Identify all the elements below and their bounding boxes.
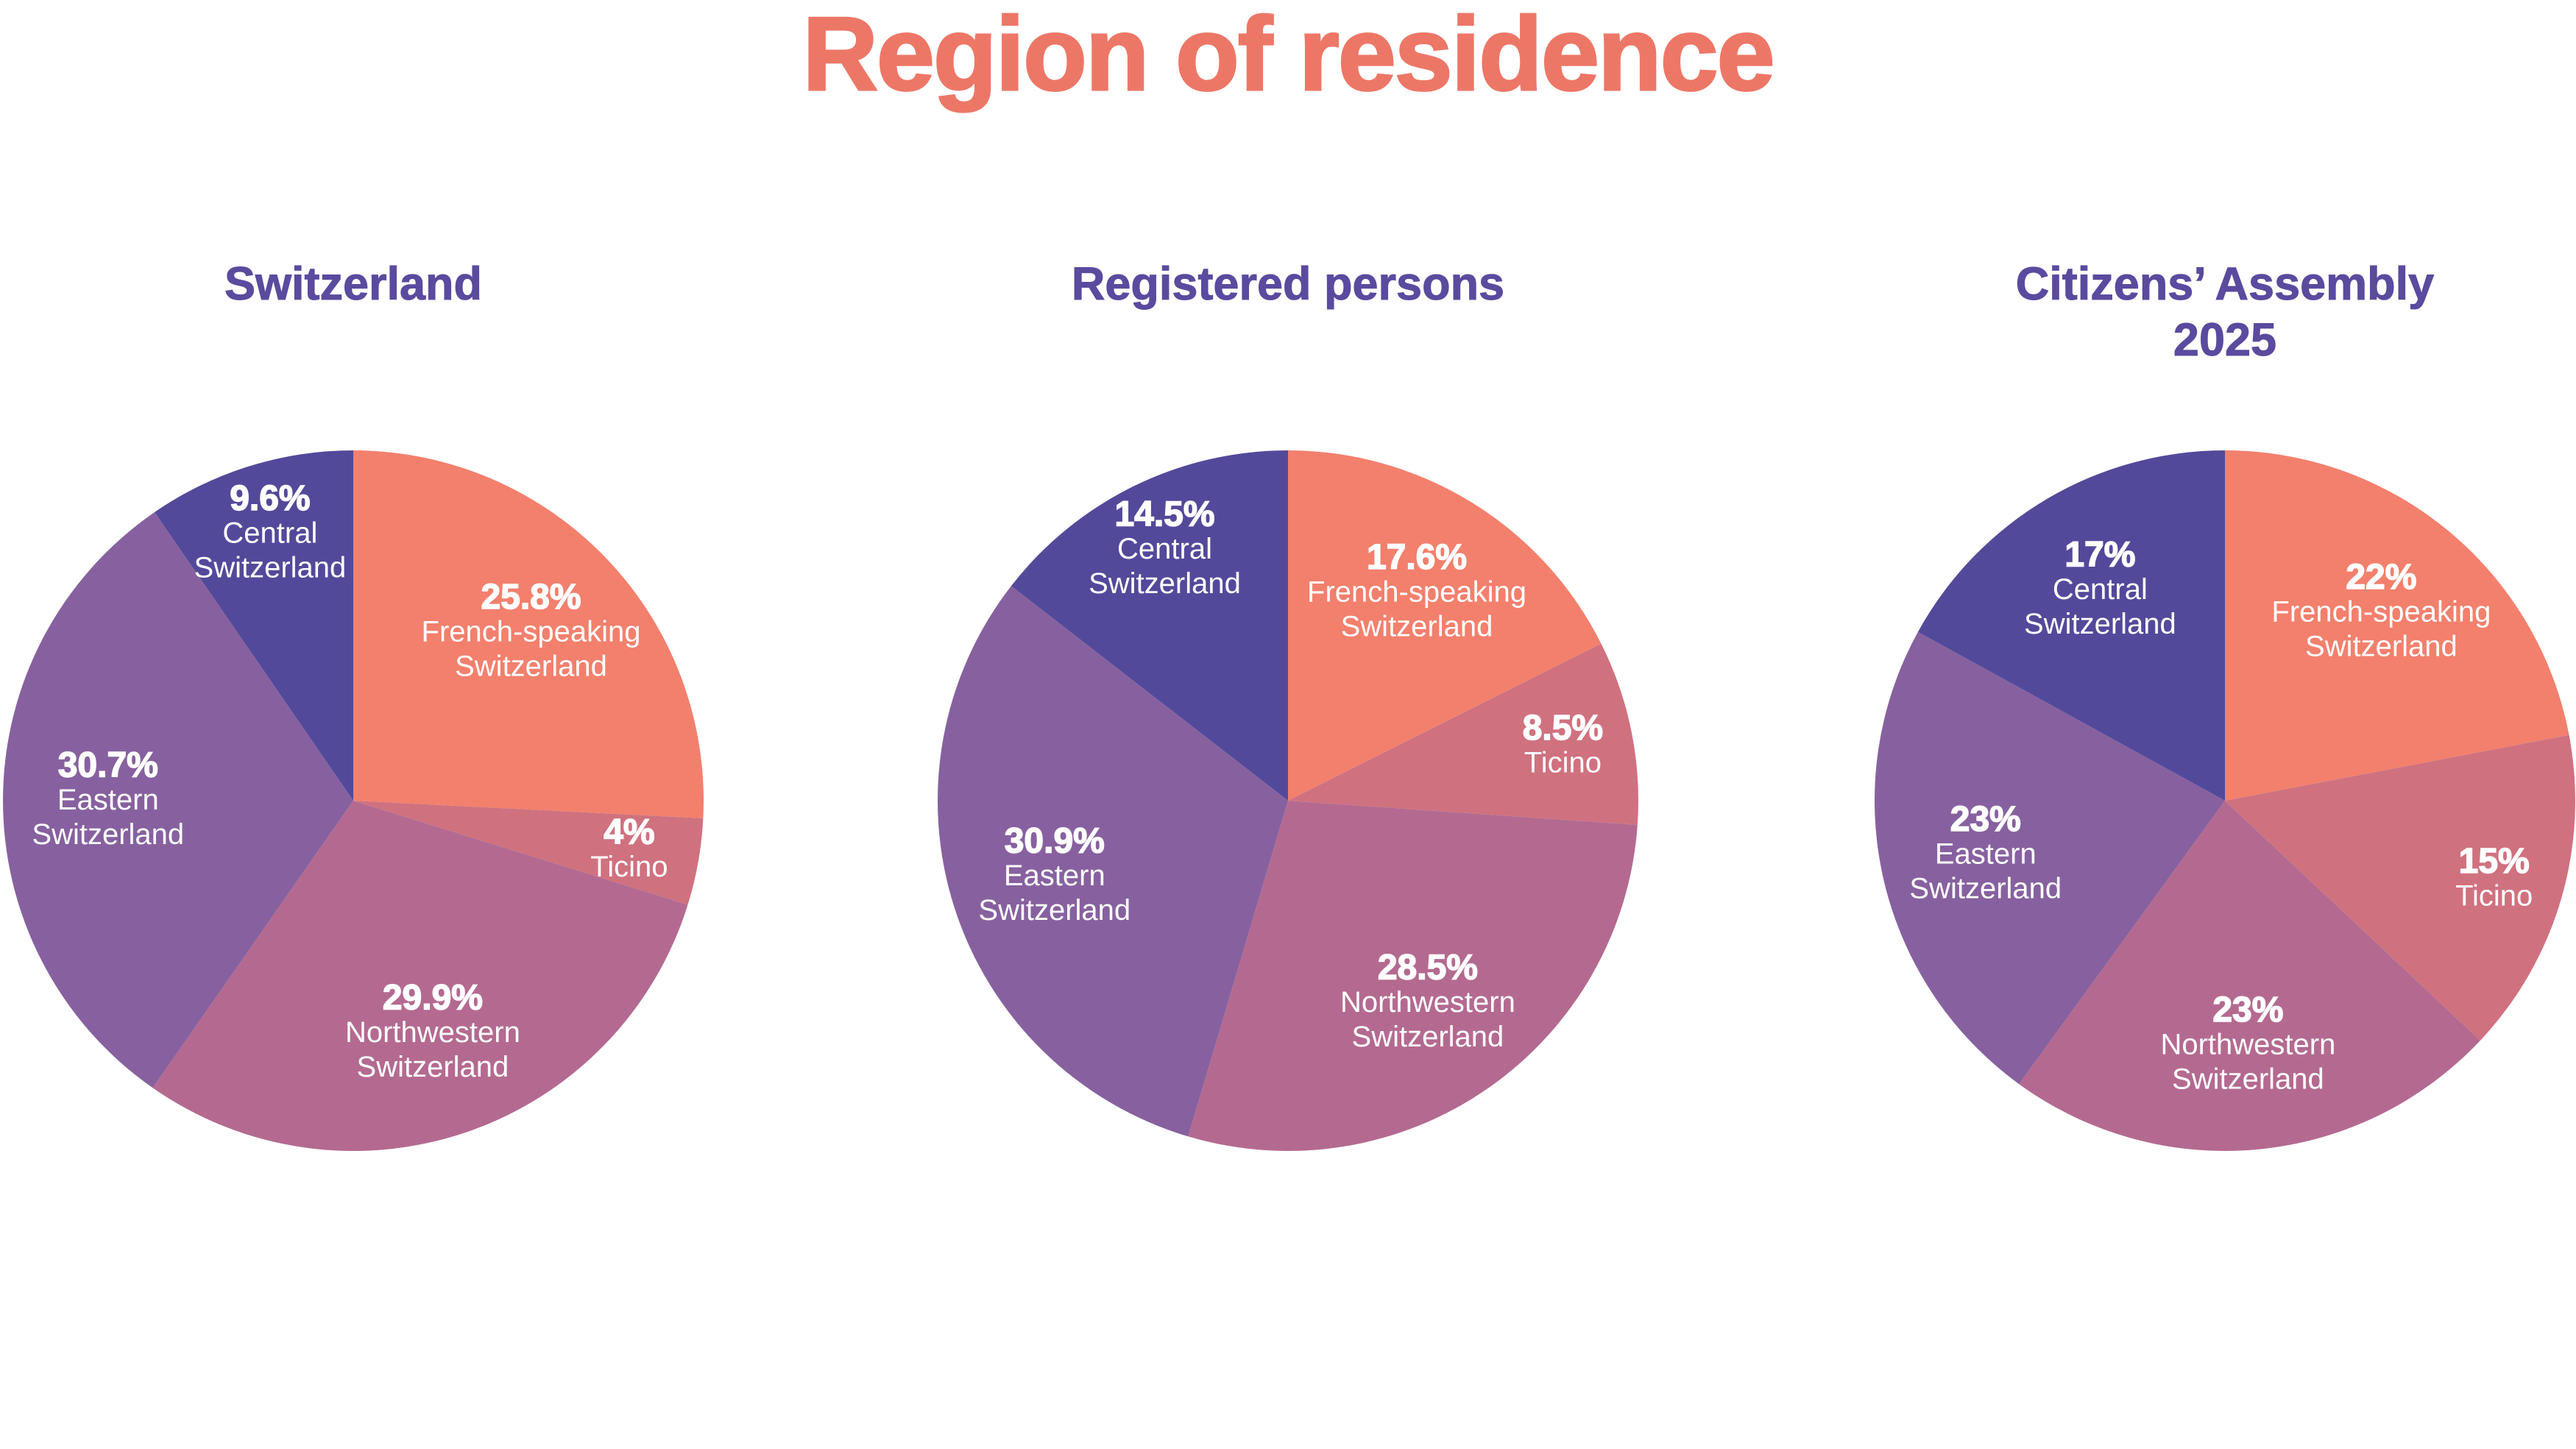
slice-label-northwestern-switzerland: Switzerland [357, 1051, 509, 1083]
slice-label-ticino: Ticino [2455, 880, 2533, 913]
slice-value-northwestern-switzerland: 23% [2212, 991, 2283, 1030]
chart-title-switzerland: Switzerland [224, 258, 483, 311]
slice-value-central-switzerland: 14.5% [1114, 495, 1214, 534]
pie-slice-ticino [2225, 734, 2575, 1041]
slice-label-central-switzerland: Switzerland [1089, 567, 1241, 600]
slice-value-ticino: 15% [2459, 842, 2530, 881]
slice-label-northwestern-switzerland: Northwestern [345, 1016, 520, 1049]
slice-label-eastern-switzerland: Switzerland [978, 894, 1130, 927]
slice-label-central-switzerland: Central [222, 517, 317, 549]
pie-slice-northwestern-switzerland [1188, 801, 1638, 1152]
pie-slice-eastern-switzerland [938, 586, 1288, 1137]
pie-slice-french-speaking-switzerland [1288, 450, 1602, 801]
slice-value-french-speaking-switzerland: 22% [2346, 558, 2416, 597]
pie-slice-eastern-switzerland [2, 512, 354, 1088]
slice-label-french-speaking-switzerland: Switzerland [1341, 610, 1493, 642]
chart-title-citizens-assembly-2025: Citizens’ Assembly 2025 [2015, 258, 2435, 366]
slice-label-ticino: Ticino [590, 851, 668, 883]
slice-label-eastern-switzerland: Eastern [1935, 838, 2037, 871]
pie-slice-central-switzerland [1917, 450, 2225, 801]
slice-label-central-switzerland: Switzerland [2024, 608, 2176, 640]
pie-slice-central-switzerland [154, 450, 354, 801]
slice-label-central-switzerland: Central [2053, 573, 2148, 606]
slice-label-french-speaking-switzerland: Switzerland [455, 650, 607, 682]
slice-label-french-speaking-switzerland: French-speaking [1307, 575, 1526, 608]
pie-slice-central-switzerland [1011, 450, 1288, 801]
pie-citizens-assembly-2025: 22%French-speakingSwitzerland15%Ticino23… [1875, 450, 2575, 1151]
slice-label-northwestern-switzerland: Switzerland [2172, 1063, 2324, 1096]
slice-value-eastern-switzerland: 30.7% [58, 746, 158, 785]
chart-citizens-assembly-2025: Citizens’ Assembly 2025 22% French-speaki… [1873, 0, 2576, 1449]
slice-label-ticino: Ticino [1524, 747, 1602, 779]
pie-switzerland: 25.8%French-speakingSwitzerland4%Ticino2… [2, 450, 704, 1152]
pie-slice-eastern-switzerland [1875, 631, 2225, 1085]
chart-title-registered-persons: Registered persons [1071, 258, 1505, 311]
slice-label-central-switzerland: Switzerland [194, 551, 347, 584]
slice-value-french-speaking-switzerland: 25.8% [481, 578, 581, 617]
pie-slice-french-speaking-switzerland [2225, 450, 2569, 801]
pie-slice-ticino [1288, 643, 1638, 825]
pie-slice-northwestern-switzerland [152, 801, 688, 1152]
slice-label-eastern-switzerland: Switzerland [1909, 873, 2062, 905]
slice-value-eastern-switzerland: 23% [1950, 800, 2021, 839]
slice-label-northwestern-switzerland: Northwestern [1340, 986, 1515, 1018]
slice-label-eastern-switzerland: Eastern [1004, 860, 1105, 892]
slice-value-northwestern-switzerland: 29.9% [383, 979, 483, 1018]
slice-label-eastern-switzerland: Eastern [57, 784, 159, 816]
chart-switzerland: Switzerland 25.8% French-speaking Switzerl… [1, 0, 705, 1449]
slice-label-northwestern-switzerland: Northwestern [2160, 1029, 2335, 1061]
slice-label-french-speaking-switzerland: French-speaking [2271, 595, 2491, 628]
slice-label-french-speaking-switzerland: French-speaking [422, 615, 641, 648]
slice-value-eastern-switzerland: 30.9% [1005, 822, 1105, 861]
pie-slice-northwestern-switzerland [2019, 801, 2480, 1151]
pie-registered-persons: 17.6%French-speakingSwitzerland8.5%Ticin… [938, 450, 1638, 1152]
slice-label-northwestern-switzerland: Switzerland [1352, 1021, 1504, 1053]
slice-label-french-speaking-switzerland: Switzerland [2305, 630, 2458, 662]
chart-registered-persons: Registered persons 17.6% French-speaking S… [936, 0, 1640, 1449]
slice-value-french-speaking-switzerland: 17.6% [1367, 538, 1467, 577]
slice-label-central-switzerland: Central [1117, 533, 1212, 565]
slice-label-eastern-switzerland: Switzerland [32, 818, 184, 851]
page-title: Region of residence [802, 0, 1776, 114]
slice-value-northwestern-switzerland: 28.5% [1378, 948, 1478, 987]
slice-value-ticino: 8.5% [1523, 709, 1603, 748]
pie-slice-ticino [353, 801, 704, 905]
pie-slice-french-speaking-switzerland [353, 450, 704, 818]
slice-value-central-switzerland: 17% [2064, 536, 2135, 575]
slice-value-central-switzerland: 9.6% [230, 479, 310, 518]
slice-value-ticino: 4% [604, 813, 654, 852]
